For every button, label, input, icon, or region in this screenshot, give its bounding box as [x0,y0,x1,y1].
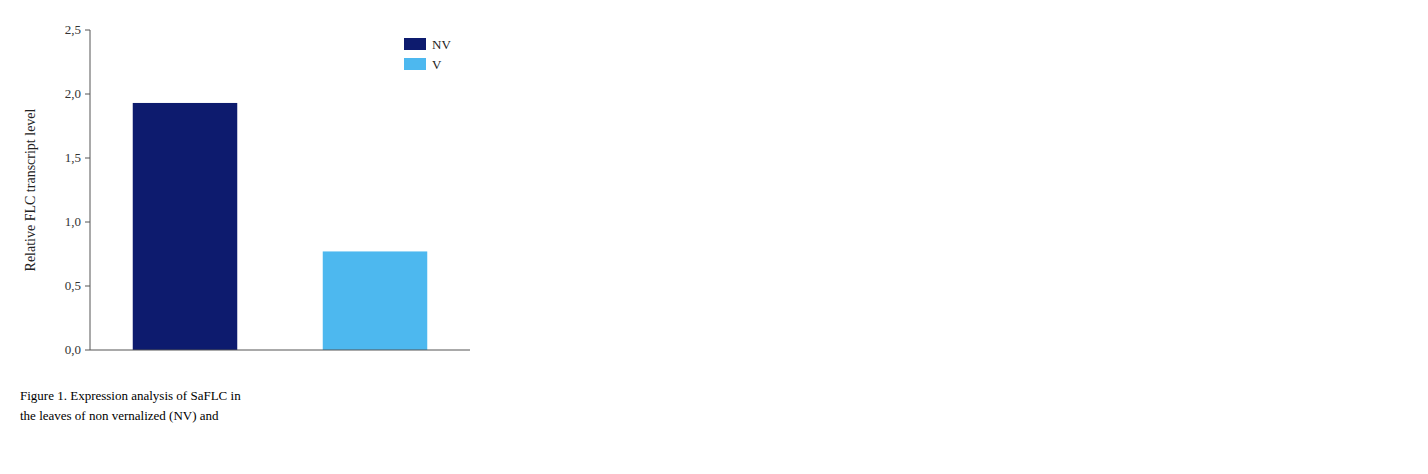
caption: the leaves of non vernalized (NV) and [20,408,219,423]
tick-mark [85,350,90,351]
tick-label: 1,0 [65,214,81,229]
bar [323,251,428,350]
legend-swatch [404,58,426,70]
bars [133,103,428,350]
y-axis-line [90,30,91,350]
chart-svg: 0,0 0,5 1,0 1,5 2,0 2,5 Relative FLC transcrip… [0,0,1428,474]
tick-mark [85,30,90,31]
tick-label: 1,5 [65,150,81,165]
tick-mark [85,158,90,159]
legend-swatch [404,38,426,50]
bar [133,103,238,350]
x-axis-line [90,350,470,351]
caption: Figure 1. Expression analysis of SaFLC i… [20,388,241,403]
tick-label: 0,5 [65,278,81,293]
tick-mark [85,94,90,95]
legend-label: V [432,57,442,72]
chart-container: 0,0 0,5 1,0 1,5 2,0 2,5 Relative FLC transcrip… [0,0,1428,474]
legend: NV V [404,37,451,72]
legend-label: NV [432,37,451,52]
tick-mark [85,222,90,223]
tick-label: 2,5 [65,22,81,37]
tick-label: 2,0 [65,86,81,101]
tick-mark [85,286,90,287]
tick-label: 0,0 [65,342,81,357]
y-axis-label: Relative FLC transcript level [23,108,38,271]
